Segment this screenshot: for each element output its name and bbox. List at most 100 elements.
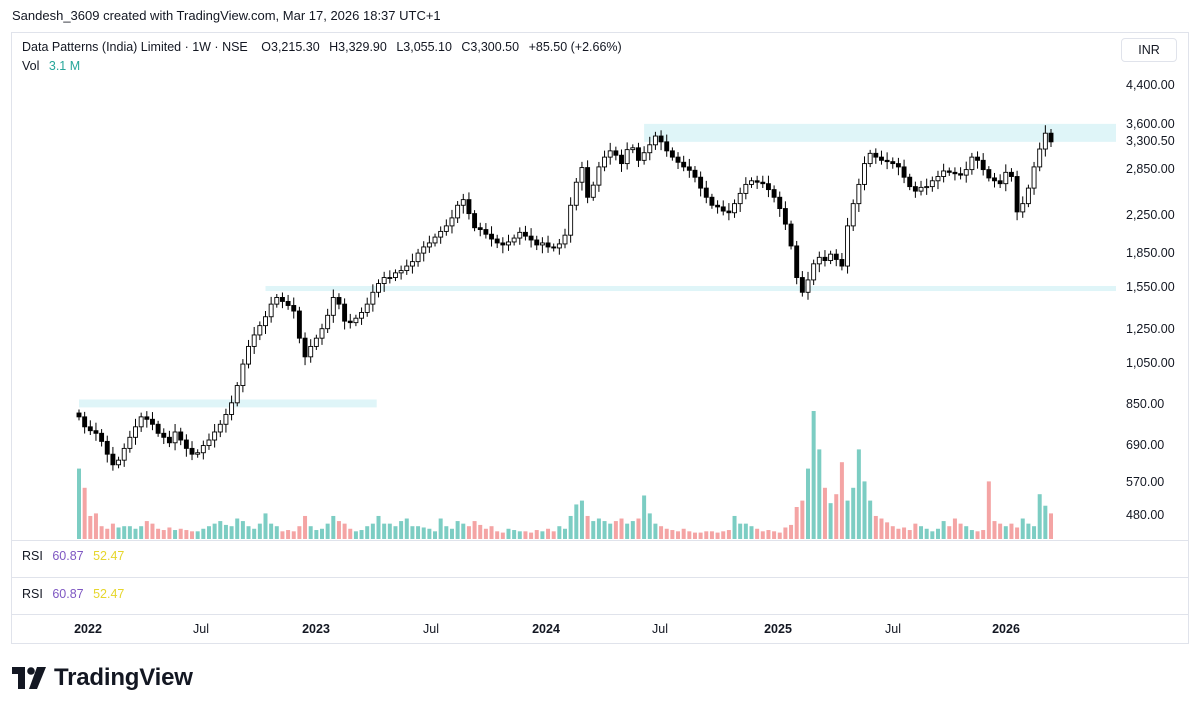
candle-up — [573, 181, 579, 206]
candle-down — [901, 166, 907, 178]
volume-bar — [500, 532, 505, 539]
volume-bar — [676, 531, 681, 539]
candle-up — [862, 163, 867, 185]
volume-bar — [1043, 505, 1048, 539]
candle-up — [268, 303, 274, 318]
candle-up — [195, 452, 201, 455]
volume-bar — [902, 527, 907, 539]
rsi-label: RSI — [22, 549, 43, 563]
candle-down — [551, 246, 557, 249]
rsi-legend-1: RSI 60.87 52.47 — [22, 549, 124, 563]
candle-down — [166, 436, 172, 444]
volume-bar — [642, 495, 647, 539]
volume-bar — [913, 523, 918, 539]
candle-down — [302, 337, 308, 358]
candle-down — [658, 135, 664, 143]
candle-down — [110, 453, 116, 466]
volume-bar — [879, 518, 884, 539]
tradingview-logo-icon — [12, 667, 46, 689]
volume-bar — [907, 530, 912, 539]
candle-down — [782, 208, 788, 225]
candle-down — [952, 171, 958, 175]
volume-bar — [868, 500, 873, 539]
candle-up — [562, 234, 568, 245]
volume-bar — [252, 528, 257, 539]
candle-up — [929, 180, 935, 188]
volume-bar — [760, 531, 765, 539]
volume-bar — [574, 504, 579, 539]
candle-down — [279, 297, 285, 302]
candle-down — [466, 199, 472, 215]
currency-button[interactable]: INR — [1121, 38, 1177, 62]
volume-bar — [325, 523, 330, 539]
candle-down — [483, 229, 489, 235]
candle-down — [822, 256, 828, 262]
open-value: O3,215.30 — [261, 40, 320, 54]
volume-bar — [195, 531, 200, 539]
candle-down — [87, 426, 93, 432]
candle-up — [1037, 148, 1043, 168]
volume-bar — [749, 526, 754, 539]
volume-bar — [342, 523, 347, 539]
volume-bar — [839, 462, 844, 539]
volume-bar — [817, 449, 822, 539]
volume-bar — [82, 487, 87, 539]
candle-down — [144, 416, 150, 420]
candle-down — [686, 166, 692, 171]
volume-bar — [851, 487, 856, 539]
volume-bar — [941, 521, 946, 539]
candle-up — [206, 439, 212, 447]
pane-separator — [12, 577, 1188, 578]
candle-down — [992, 177, 997, 182]
time-tick-label: 2025 — [764, 622, 792, 636]
candle-down — [347, 320, 353, 324]
volume-bar — [698, 532, 703, 539]
candle-down — [754, 180, 760, 183]
candle-down — [720, 206, 726, 212]
candle-up — [313, 337, 319, 347]
volume-bar — [93, 513, 98, 539]
volume-bar — [399, 521, 404, 539]
candle-up — [438, 230, 444, 238]
candle-up — [624, 149, 630, 165]
candle-up — [811, 263, 817, 281]
candle-down — [613, 150, 619, 156]
volume-bar — [975, 531, 980, 539]
price-tick-label: 850.00 — [1126, 397, 1165, 412]
volume-bar — [630, 521, 635, 539]
time-tick-label: Jul — [193, 622, 209, 636]
rsi-value: 60.87 — [52, 549, 84, 563]
volume-bar — [579, 500, 584, 539]
candle-up — [828, 253, 834, 262]
volume-bar — [540, 531, 545, 539]
candle-down — [545, 242, 551, 248]
candle-down — [1008, 171, 1014, 177]
candle-up — [941, 170, 947, 177]
volume-bar — [201, 528, 206, 539]
candle-up — [1020, 203, 1026, 213]
candle-up — [359, 312, 365, 319]
candle-up — [138, 416, 144, 428]
candle-up — [229, 402, 235, 415]
volume-bar — [404, 518, 409, 539]
volume-bar — [421, 527, 426, 539]
time-tick-label: 2026 — [992, 622, 1020, 636]
volume-bar — [930, 531, 935, 539]
volume-bar — [150, 523, 155, 539]
volume-bar — [461, 523, 466, 539]
candle-down — [681, 161, 687, 168]
price-tick-label: 2,250.00 — [1126, 208, 1175, 223]
volume-bar — [822, 487, 827, 539]
candle-up — [630, 147, 636, 151]
volume-bar — [896, 528, 901, 539]
volume-bar — [563, 528, 567, 539]
candle-up — [1042, 132, 1048, 150]
volume-bar — [659, 526, 664, 539]
time-tick-label: Jul — [885, 622, 901, 636]
volume-bar — [732, 515, 737, 539]
candle-up — [924, 186, 930, 189]
candle-down — [494, 238, 500, 244]
volume-bar — [206, 526, 211, 539]
volume-bar — [935, 528, 940, 539]
